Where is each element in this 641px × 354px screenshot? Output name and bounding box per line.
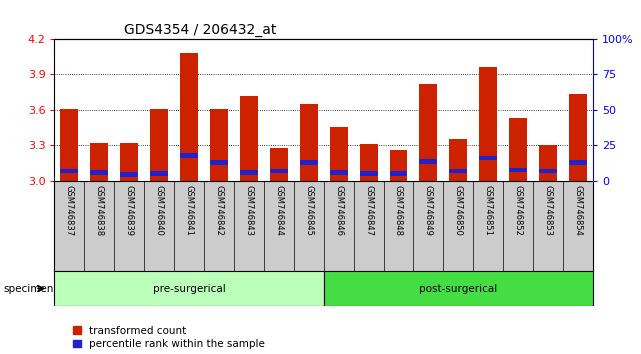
Bar (449, 169, 467, 173)
Text: GSM746851: GSM746851 (484, 185, 493, 236)
Bar (479, 67, 497, 181)
Text: GSM746844: GSM746844 (274, 185, 283, 236)
Bar (509, 118, 527, 181)
Text: GSM746837: GSM746837 (65, 185, 74, 236)
Bar (509, 167, 527, 172)
Text: specimen: specimen (3, 284, 54, 293)
Text: GDS4354 / 206432_at: GDS4354 / 206432_at (124, 23, 277, 36)
Text: GSM746845: GSM746845 (304, 185, 313, 236)
Bar (360, 144, 378, 181)
Bar (539, 169, 557, 173)
Bar (240, 96, 258, 181)
Bar (479, 156, 497, 160)
Bar (360, 171, 378, 176)
Text: GSM746838: GSM746838 (95, 185, 104, 236)
Bar (60, 109, 78, 181)
Bar (324, 271, 593, 306)
Bar (329, 127, 347, 181)
Text: GSM746853: GSM746853 (544, 185, 553, 236)
Bar (449, 139, 467, 181)
Bar (121, 143, 138, 181)
Text: GSM746847: GSM746847 (364, 185, 373, 236)
Bar (390, 171, 408, 176)
Bar (60, 169, 78, 173)
Text: GSM746839: GSM746839 (125, 185, 134, 236)
Text: GSM746842: GSM746842 (215, 185, 224, 236)
Bar (539, 145, 557, 181)
Bar (300, 160, 318, 165)
Bar (240, 170, 258, 175)
Text: GSM746852: GSM746852 (513, 185, 522, 236)
Bar (90, 143, 108, 181)
Bar (569, 95, 587, 181)
Bar (210, 160, 228, 165)
Text: GSM746854: GSM746854 (574, 185, 583, 236)
Bar (270, 169, 288, 173)
Text: GSM746841: GSM746841 (185, 185, 194, 236)
Text: GSM746840: GSM746840 (154, 185, 163, 236)
Bar (419, 84, 437, 181)
Legend: transformed count, percentile rank within the sample: transformed count, percentile rank withi… (72, 326, 265, 349)
Text: GSM746846: GSM746846 (334, 185, 343, 236)
Text: GSM746848: GSM746848 (394, 185, 403, 236)
Bar (569, 160, 587, 165)
Bar (54, 271, 324, 306)
Bar (329, 170, 347, 175)
Text: GSM746849: GSM746849 (424, 185, 433, 236)
Text: GSM746850: GSM746850 (454, 185, 463, 236)
Bar (150, 109, 168, 181)
Bar (90, 170, 108, 175)
Bar (300, 104, 318, 181)
Bar (419, 159, 437, 164)
Text: pre-surgerical: pre-surgerical (153, 284, 226, 293)
Bar (270, 148, 288, 181)
Text: post-surgerical: post-surgerical (419, 284, 497, 293)
Bar (180, 53, 198, 181)
Bar (121, 172, 138, 177)
Bar (150, 171, 168, 176)
Bar (180, 153, 198, 158)
Bar (390, 150, 408, 181)
Bar (210, 109, 228, 181)
Text: GSM746843: GSM746843 (244, 185, 253, 236)
